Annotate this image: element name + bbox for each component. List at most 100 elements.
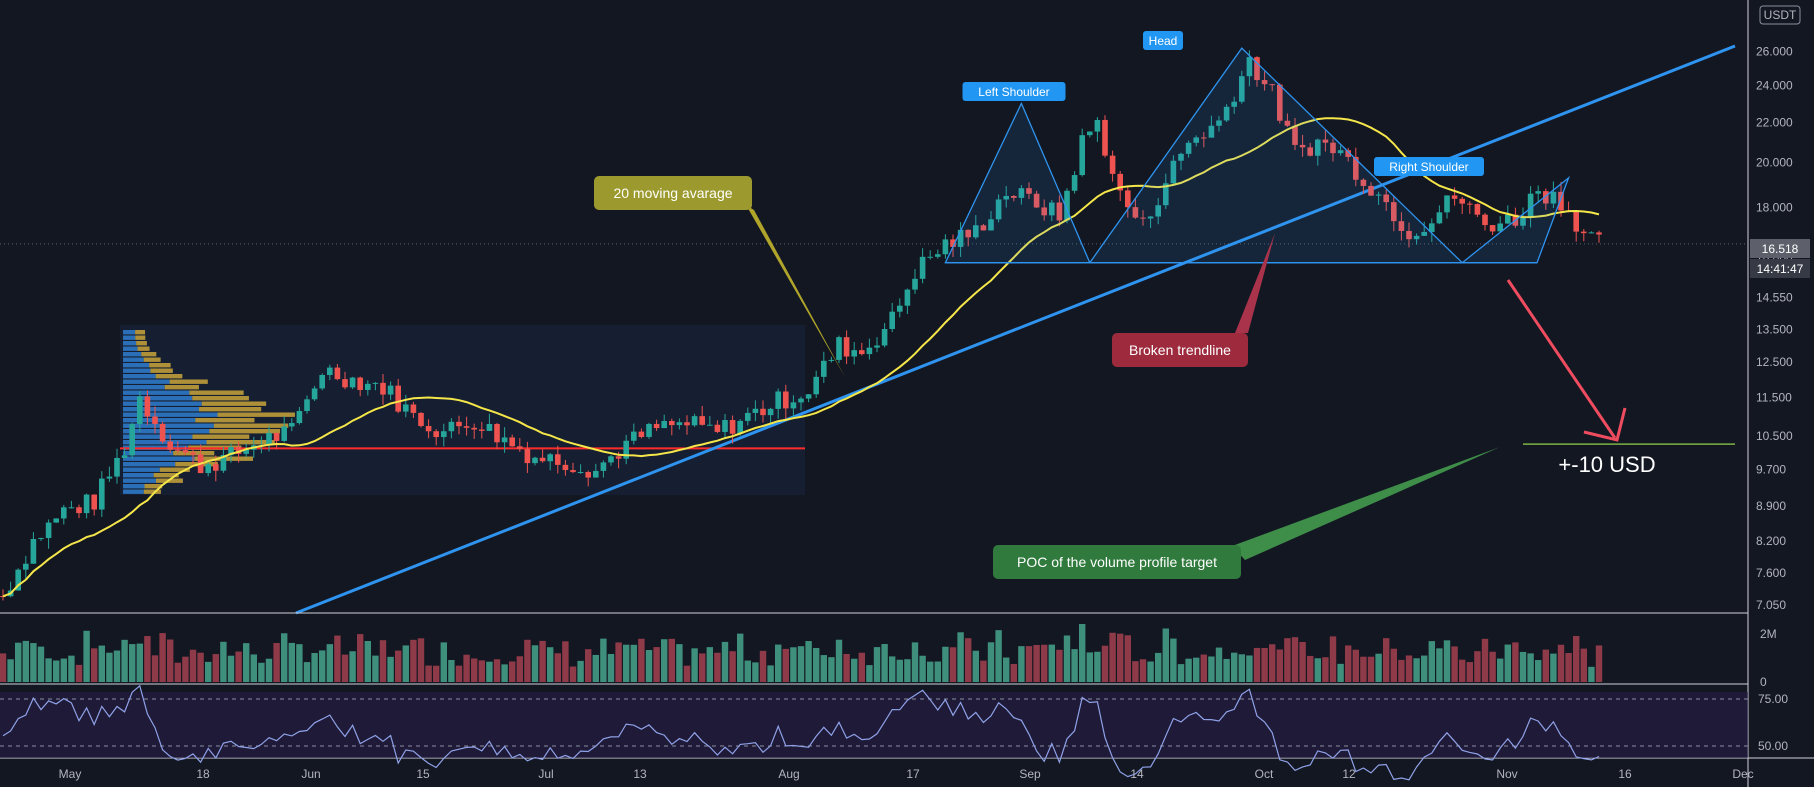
candle-body [729,420,736,434]
volume-bar [463,654,470,682]
candle-body [486,424,493,431]
vp-bar-buy [123,456,195,461]
volume-bar [509,661,516,682]
candle-body [410,404,417,413]
volume-bar [1246,655,1253,682]
volume-bar [1322,657,1329,682]
candle-body [1406,230,1412,240]
candle-body [973,225,979,238]
volume-bar [303,662,311,682]
candle-body [1239,76,1245,102]
candle-body [1109,155,1116,174]
poc-callout[interactable] [993,545,1241,579]
volume-bar [1238,654,1245,682]
price-axis[interactable]: 26.00024.00022.00020.00018.00016.00014.5… [1756,44,1793,753]
time-axis[interactable]: May 18 Jun 15 Jul 13 Aug 17 Sep 14 Oct 12 Nov 16 Dec [59,767,1754,781]
candle-body [1391,202,1397,222]
vp-bar-buy [123,423,214,428]
broken-trendline-callout[interactable] [1112,333,1248,367]
left-shoulder-label-bg [962,82,1066,101]
volume-bar [721,641,729,682]
vp-bar-buy [123,434,193,439]
candle-body [45,522,52,538]
candle-body [1056,202,1063,221]
volume-bar [288,642,295,682]
volume-bar [1352,649,1359,682]
candle-body [783,391,789,409]
candle-body [0,596,6,598]
candle-body [737,420,743,434]
time-tick-label: 18 [196,767,210,781]
candle-body [524,448,531,464]
volume-bar [1010,663,1017,682]
vp-bar-buy [123,401,202,406]
candle-body [935,254,941,257]
volume-bar [949,647,957,682]
candle-body [1474,204,1481,215]
price-tick-label: 7.050 [1756,598,1786,612]
vp-bar-sell [195,418,255,423]
countdown-label-bg [1750,259,1810,278]
vp-bar-sell [136,341,147,346]
volume-bar [379,640,387,682]
candle-body [289,423,295,427]
vp-bar-buy [123,357,144,362]
candle-body [805,394,812,399]
candle-body [1413,235,1420,240]
vp-bar-buy [123,484,145,489]
candle-body [395,385,401,412]
volume-bar [243,643,250,682]
ma-callout[interactable] [594,176,752,210]
rsi-pane[interactable] [2,684,1600,781]
candle-body [1261,80,1268,85]
volume-bar [1109,632,1116,682]
price-tick-label: 10.500 [1756,429,1793,443]
volume-bar [554,653,561,682]
volume-pane[interactable] [0,624,1603,682]
volume-bar [1071,649,1078,682]
candle-body [304,399,310,412]
volume-bar [813,647,820,682]
volume-bar [987,642,995,682]
volume-bar [889,656,896,682]
price-tick-label: 20.000 [1756,156,1793,170]
candle-body [1596,232,1602,235]
vp-bar-sell [192,434,250,439]
volume-bar [1314,658,1321,682]
volume-bar [75,664,83,682]
candle-body [669,420,675,426]
volume-bar [395,650,402,682]
candle-body [691,416,698,426]
right-shoulder-label: Right Shoulder [1389,160,1468,174]
ma-callout-pointer [746,205,845,377]
candle-body [1315,139,1321,156]
candle-body [1246,57,1253,77]
volume-bar [1535,660,1542,682]
volume-bar [1018,646,1025,682]
volume-bar [448,659,455,682]
volume-bar [1185,658,1192,682]
volume-bar [744,660,751,682]
candle-body [273,432,280,441]
vp-bar-buy [123,363,150,368]
vp-bar-buy [123,467,160,472]
candle-body [1353,156,1359,180]
candle-body [182,450,189,453]
time-tick-label: 15 [416,767,430,781]
candle-body [1429,223,1435,232]
vp-bar-sell [155,374,183,379]
volume-bar [767,665,774,682]
volume-bar [524,639,531,682]
candle-body [615,456,622,459]
volume-bar [942,646,949,682]
vp-bar-buy [123,412,218,417]
price-pane[interactable]: Left Shoulder Head Right Shoulder [0,31,1748,615]
candle-body [752,408,759,413]
vp-bar-sell [143,357,161,362]
time-tick-label: 12 [1342,767,1356,781]
volume-bar [790,647,797,682]
candle-body [266,432,272,446]
candle-body [1147,216,1154,219]
currency-badge[interactable] [1759,5,1801,25]
volume-bar [417,638,425,682]
